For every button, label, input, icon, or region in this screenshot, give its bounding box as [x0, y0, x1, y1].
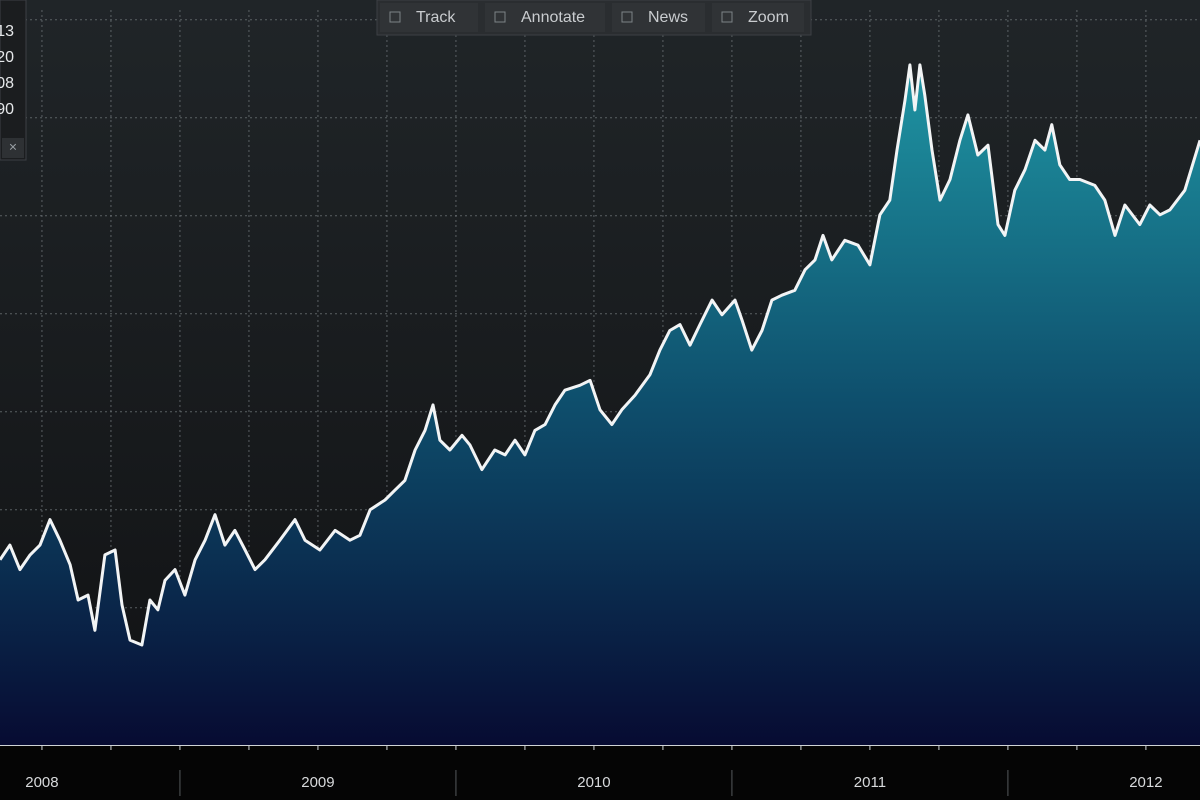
toolbar-button[interactable] — [380, 3, 478, 32]
x-tick-label: 2009 — [301, 774, 334, 791]
toolbar-label[interactable]: Zoom — [748, 9, 789, 26]
legend-value: 13 — [0, 23, 14, 40]
toolbar-label[interactable]: Track — [416, 9, 456, 26]
toolbar-button[interactable] — [712, 3, 804, 32]
x-tick-label: 2008 — [25, 774, 58, 791]
toolbar-icon[interactable] — [721, 11, 733, 23]
legend-panel — [0, 0, 27, 161]
legend-value: 08 — [0, 75, 14, 92]
toolbar-icon[interactable] — [494, 11, 506, 23]
toolbar-label[interactable]: News — [648, 9, 688, 26]
price-line — [0, 63, 1200, 647]
x-tick-label: 2010 — [577, 774, 610, 791]
x-axis-band — [0, 745, 1200, 800]
x-tick-label: 2012 — [1129, 774, 1162, 791]
toolbar-label[interactable]: Annotate — [521, 9, 585, 26]
legend-value: 20 — [0, 49, 14, 66]
close-icon[interactable]: × — [9, 139, 17, 155]
area-fill — [0, 64, 1200, 745]
toolbar-icon[interactable] — [621, 11, 633, 23]
x-tick-label: 2011 — [854, 774, 886, 791]
toolbar-icon[interactable] — [389, 11, 401, 23]
toolbar-button[interactable] — [612, 3, 705, 32]
close-button[interactable] — [2, 138, 24, 158]
legend-value: 90 — [0, 101, 14, 118]
